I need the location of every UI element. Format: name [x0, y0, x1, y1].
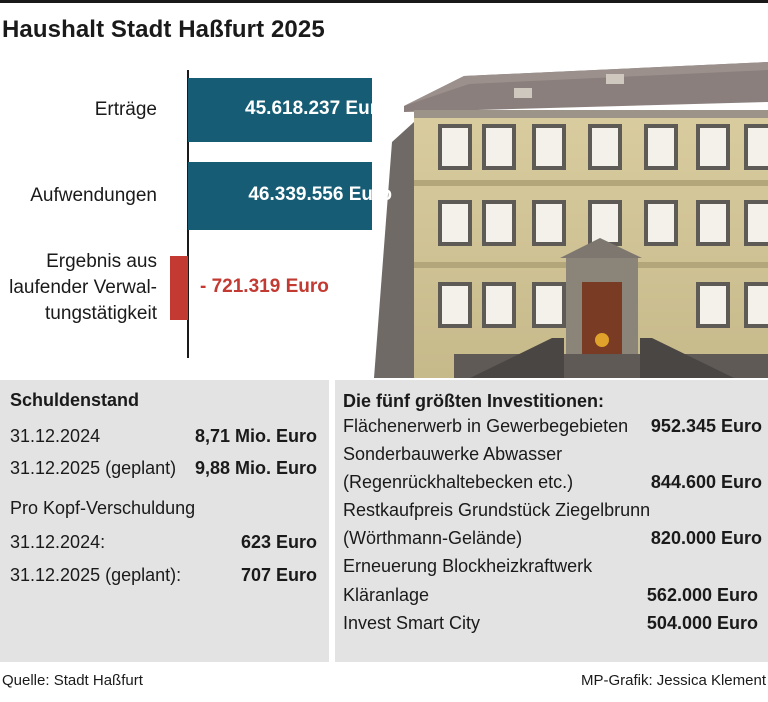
chart-category-label-line: Erträge [94, 99, 157, 120]
investment-label: Restkaufpreis Grundstück Ziegelbrunn [343, 500, 651, 520]
top-rule [0, 0, 768, 3]
investment-value: 844.600 Euro [650, 472, 762, 492]
window-shape [744, 124, 768, 170]
chart-category-label: Erträge [95, 97, 157, 123]
window-shape [744, 282, 768, 328]
debt-row-label: 31.12.2024 [10, 426, 101, 446]
window-shape [644, 200, 678, 246]
investment-label: Invest Smart City [343, 613, 481, 633]
investment-value: 562.000 Euro [646, 585, 758, 605]
window-shape [438, 124, 472, 170]
investment-value: 504.000 Euro [646, 613, 758, 633]
window-shape [438, 282, 472, 328]
per-capita-row-value: 707 Euro [240, 565, 317, 585]
budget-chart [170, 70, 372, 358]
credit-note: MP-Grafik: Jessica Klement [580, 672, 766, 689]
window-shape [696, 124, 730, 170]
chart-category-label: Ergebnis aus laufender Verwal-tungstätigk… [9, 249, 157, 327]
window-shape [588, 200, 622, 246]
window-shape [644, 124, 678, 170]
per-capita-row-value: 623 Euro [240, 532, 317, 552]
town-hall-photo [374, 62, 768, 378]
investment-label: (Wörthmann-Gelände) [343, 528, 523, 548]
chart-value-label: 46.339.556 Euro [248, 184, 392, 205]
chart-category-label-line: Aufwendungen [30, 185, 157, 206]
chart-bar [170, 256, 188, 320]
per-capita-row-label: 31.12.2025 (geplant): [10, 565, 182, 585]
debt-row-label: 31.12.2025 (geplant) [10, 458, 177, 478]
chart-category-label-line: laufender Verwal- [9, 277, 157, 298]
chart-bar [188, 78, 372, 142]
investment-label: (Regenrückhaltebecken etc.) [343, 472, 574, 492]
window-shape [482, 200, 516, 246]
window-shape [696, 200, 730, 246]
window-shape [744, 200, 768, 246]
debt-row-value: 9,88 Mio. Euro [194, 458, 317, 478]
chart-bar [188, 162, 372, 230]
chart-category-label-line: Ergebnis aus [46, 251, 157, 272]
window-shape [438, 200, 472, 246]
source-note: Quelle: Stadt Haßfurt [2, 672, 143, 689]
investment-label: Sonderbauwerke Abwasser [343, 444, 563, 464]
investments-heading: Die fünf größten Investitionen: [343, 391, 604, 411]
window-shape [532, 124, 566, 170]
chart-category-label-line: tungstätigkeit [45, 303, 157, 324]
investment-value: 952.345 Euro [650, 416, 762, 436]
window-shape [588, 124, 622, 170]
per-capita-heading: Pro Kopf-Verschuldung [10, 498, 196, 518]
page-title: Haushalt Stadt Haßfurt 2025 [2, 16, 325, 43]
window-shape [532, 282, 566, 328]
chart-category-label: Aufwendungen [30, 183, 157, 209]
chart-value-label: 45.618.237 Euro [245, 98, 389, 119]
debt-panel: Schuldenstand 31.12.2024 8,71 Mio. Euro … [0, 380, 329, 662]
investments-panel: Die fünf größten Investitionen: Flächene… [335, 380, 768, 662]
per-capita-row-label: 31.12.2024: [10, 532, 106, 552]
window-shape [482, 282, 516, 328]
debt-row-value: 8,71 Mio. Euro [194, 426, 317, 446]
investment-label: Erneuerung Blockheizkraftwerk [343, 556, 593, 576]
investment-label: Kläranlage [343, 585, 430, 605]
investment-label: Flächenerwerb in Gewerbegebieten [343, 416, 629, 436]
chart-value-label: - 721.319 Euro [200, 276, 329, 297]
debt-heading: Schuldenstand [10, 390, 140, 410]
investment-value: 820.000 Euro [650, 528, 762, 548]
window-shape [696, 282, 730, 328]
window-shape [482, 124, 516, 170]
window-shape [532, 200, 566, 246]
